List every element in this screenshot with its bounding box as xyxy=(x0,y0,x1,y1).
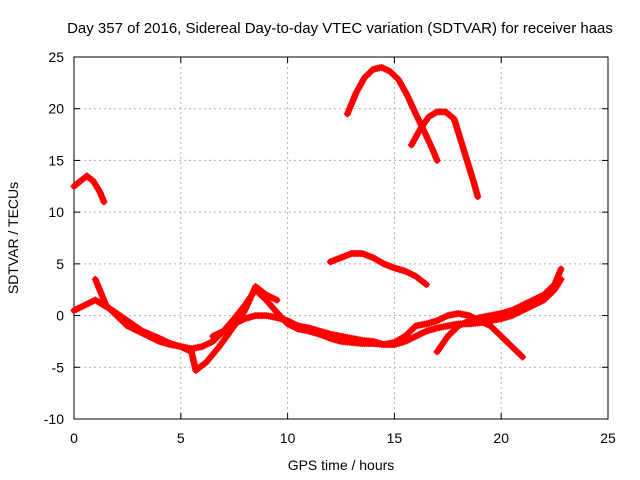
series-arc-d xyxy=(407,108,482,201)
plot-frame xyxy=(73,56,609,420)
series-plus-markers xyxy=(343,63,441,164)
series-plus-markers xyxy=(209,310,527,361)
series-plus-markers xyxy=(326,250,430,289)
y-tick-label: 15 xyxy=(48,152,64,168)
y-axis-ticks: -10 -5 0 5 10 15 20 25 xyxy=(44,49,608,427)
chart-title: Day 357 of 2016, Sidereal Day-to-day VTE… xyxy=(67,20,613,37)
series-track-3 xyxy=(209,310,527,361)
series-track-4 xyxy=(433,265,565,356)
x-tick-label: 10 xyxy=(280,430,296,446)
x-tick-label: 20 xyxy=(493,430,509,446)
y-tick-label: 25 xyxy=(48,49,64,65)
grid-lines xyxy=(74,57,608,419)
y-axis-label: SDTVAR / TECUs xyxy=(5,182,21,294)
series-arc-b xyxy=(326,250,430,289)
y-tick-label: 20 xyxy=(48,101,64,117)
x-tick-label: 25 xyxy=(600,430,616,446)
y-tick-label: 10 xyxy=(48,204,64,220)
series-arc-a xyxy=(70,172,108,206)
data-marks xyxy=(70,63,565,374)
series-arc-c xyxy=(343,63,441,164)
y-tick-label: -5 xyxy=(52,359,65,375)
series-plus-markers xyxy=(433,265,565,356)
x-axis-label: GPS time / hours xyxy=(288,457,395,473)
x-axis-ticks: 0 5 10 15 20 25 xyxy=(70,57,616,446)
series-plus-markers xyxy=(91,275,281,374)
series-trace xyxy=(434,266,565,355)
series-track-2 xyxy=(91,275,281,374)
series-plus-markers xyxy=(407,108,482,201)
y-tick-label: 0 xyxy=(56,308,64,324)
y-tick-label: -10 xyxy=(44,411,64,427)
x-tick-label: 15 xyxy=(387,430,403,446)
y-tick-label: 5 xyxy=(56,256,64,272)
x-tick-label: 5 xyxy=(177,430,185,446)
series-plus-markers xyxy=(70,172,108,206)
x-tick-label: 0 xyxy=(70,430,78,446)
